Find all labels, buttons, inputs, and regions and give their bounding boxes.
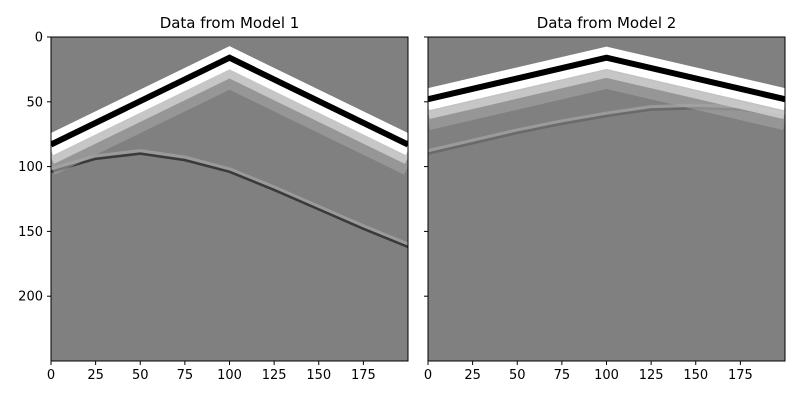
arrival-coda	[51, 58, 408, 156]
y-tick-label: 0	[35, 31, 43, 46]
x-tick-label: 125	[639, 368, 664, 383]
x-tick-label: 150	[306, 368, 331, 383]
y-tick-label: 200	[18, 290, 43, 305]
y-tick-label: 50	[26, 95, 43, 110]
x-tick-label: 25	[87, 368, 104, 383]
y-tick-label: 100	[18, 160, 43, 175]
plot-area	[428, 37, 785, 361]
x-tick-label: 75	[554, 368, 571, 383]
x-tick-label: 100	[594, 368, 619, 383]
panel-title: Data from Model 1	[160, 14, 300, 32]
y-tick-label: 150	[18, 225, 43, 240]
x-tick-label: 150	[683, 368, 708, 383]
arrival-tail	[51, 69, 408, 175]
arrival-precursor	[428, 46, 785, 99]
arrival-precursor	[51, 46, 408, 144]
arrival-coda	[428, 58, 785, 111]
x-tick-label: 25	[464, 368, 481, 383]
image-background	[51, 37, 408, 361]
panel-model-1: Data from Model 1 0 25 50 75 100 125 150 175 0 50…	[18, 14, 409, 383]
x-tick-label: 50	[509, 368, 526, 383]
arrival-tail	[428, 63, 785, 120]
x-tick-label: 100	[217, 368, 242, 383]
x-tick-label: 175	[728, 368, 753, 383]
x-tick-label: 175	[351, 368, 376, 383]
x-tick-label: 75	[177, 368, 194, 383]
arrival-tail	[51, 62, 408, 164]
x-tick-label: 50	[132, 368, 149, 383]
plot-area	[51, 37, 408, 361]
x-tick-label: 0	[424, 368, 432, 383]
direct-arrival-event	[51, 54, 408, 148]
panel-title: Data from Model 2	[537, 14, 677, 32]
arrival-tail	[428, 70, 785, 130]
reflection-event	[51, 152, 408, 249]
direct-arrival-event	[428, 54, 785, 103]
x-tick-label: 125	[262, 368, 287, 383]
x-tick-label: 0	[47, 368, 55, 383]
panel-model-2: Data from Model 2 0 25 50 75 100 125 150 175	[424, 14, 786, 383]
reflection-halo	[51, 149, 408, 246]
